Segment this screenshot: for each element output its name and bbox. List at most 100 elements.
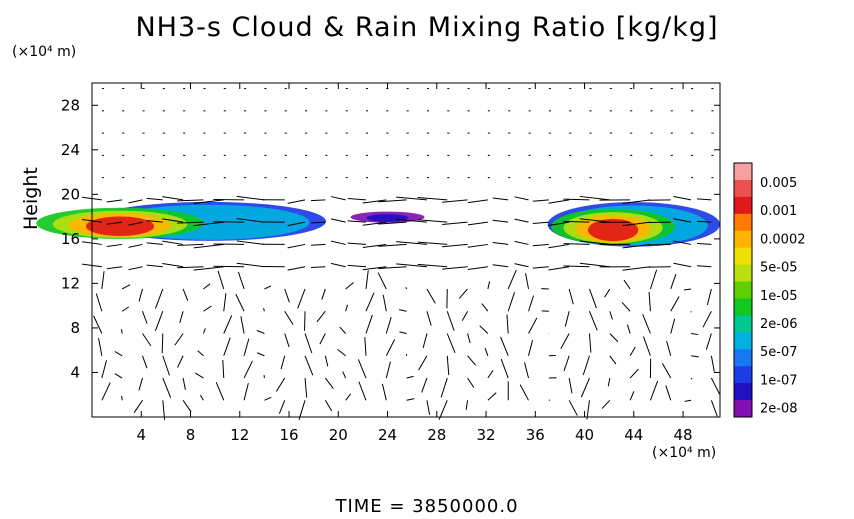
colorbar-segment	[734, 264, 752, 283]
vector-arrow	[609, 355, 617, 365]
vector-arrow	[629, 368, 639, 379]
vector-arrow	[446, 355, 450, 376]
colorbar-label: 1e-05	[760, 289, 798, 304]
vector-arrow	[362, 243, 387, 249]
vector-arrow	[120, 329, 123, 334]
vector-arrow	[532, 221, 549, 225]
vector-arrow	[237, 271, 245, 290]
vector-arrow	[673, 262, 692, 268]
plot-frame	[91, 82, 721, 418]
vector-arrow	[154, 311, 164, 332]
vector-arrow	[442, 243, 468, 248]
vector-arrow	[174, 333, 184, 346]
vector-arrow	[101, 382, 111, 401]
vector-arrow	[579, 195, 610, 201]
vector-arrow	[514, 196, 529, 201]
colorbar-segment	[734, 349, 752, 367]
vector-arrow	[378, 199, 407, 203]
vector-arrow	[673, 218, 692, 223]
vector-arrow	[378, 243, 407, 247]
vector-arrow	[568, 400, 578, 416]
vector-arrow	[442, 221, 468, 226]
colorbar-label: 2e-08	[760, 402, 798, 417]
vector-arrow	[304, 355, 314, 376]
vector-arrow	[324, 377, 334, 389]
vector-arrow	[330, 262, 346, 268]
vector-arrow	[199, 394, 204, 401]
vector-arrow	[406, 375, 414, 379]
vector-arrow	[280, 355, 286, 370]
vector-arrow	[235, 293, 245, 312]
vector-arrow	[492, 242, 509, 245]
vector-arrow	[532, 266, 549, 269]
vector-arrow	[582, 355, 590, 376]
colorbar-segment	[734, 247, 752, 266]
vector-arrow	[236, 218, 265, 223]
vector-arrow	[422, 333, 428, 348]
vector-arrow	[284, 333, 290, 348]
vector-arrow	[311, 199, 326, 202]
vector-arrow	[321, 288, 326, 300]
vector-arrow	[287, 243, 306, 249]
vector-arrow	[465, 400, 469, 410]
vector-arrow	[492, 197, 509, 201]
vector-arrow	[417, 197, 448, 201]
vector-arrow	[548, 266, 570, 271]
vector-arrow	[702, 311, 712, 328]
vector-arrow	[347, 220, 367, 223]
vector-arrow	[604, 288, 611, 298]
vector-arrow	[128, 199, 143, 204]
vector-arrow	[193, 243, 224, 249]
y-tick-label: 4	[70, 363, 80, 381]
vector-arrow	[622, 266, 651, 271]
vector-arrow	[128, 243, 143, 248]
vector-arrow	[138, 377, 143, 391]
vector-arrow	[146, 264, 163, 268]
vector-arrow	[492, 264, 509, 268]
vector-arrow	[396, 218, 427, 223]
vector-arrow	[396, 241, 427, 245]
vector-arrow	[623, 279, 631, 290]
vector-arrow	[417, 219, 448, 223]
vector-arrow	[347, 242, 367, 245]
vector-arrow	[396, 263, 427, 268]
colorbar-segment	[734, 400, 752, 418]
vector-arrow	[98, 337, 103, 356]
vector-arrow	[347, 198, 367, 201]
vector-arrow	[467, 355, 477, 366]
colorbar-label: 5e-07	[760, 345, 798, 360]
vector-arrow	[467, 377, 475, 388]
colorbar-segment	[734, 179, 752, 198]
vector-arrow	[128, 221, 143, 226]
vector-arrow	[311, 266, 326, 268]
vector-arrow	[661, 363, 672, 379]
vector-arrow	[240, 316, 245, 334]
vector-arrow	[524, 362, 530, 379]
vector-arrow	[223, 293, 227, 312]
vector-arrow	[563, 265, 590, 268]
x-tick-label: 20	[329, 426, 348, 444]
vector-arrow	[398, 309, 407, 312]
vector-arrow	[563, 198, 590, 201]
vector-arrow	[217, 270, 225, 290]
vector-arrow	[532, 199, 549, 202]
vector-arrow	[417, 241, 448, 245]
vector-arrow	[278, 400, 286, 414]
x-axis-unit: (×10⁴ m)	[652, 445, 717, 461]
vector-arrow	[177, 243, 204, 246]
vector-arrow	[586, 400, 590, 420]
vector-arrow	[622, 243, 651, 249]
vector-arrow	[101, 271, 105, 290]
vector-arrow	[146, 242, 163, 245]
vector-arrow	[670, 318, 676, 334]
vector-arrow	[601, 399, 611, 409]
vector-arrow	[507, 292, 515, 312]
vector-arrow	[696, 265, 712, 268]
vector-arrow	[193, 266, 224, 271]
vector-arrow	[579, 218, 610, 223]
vector-arrow	[385, 339, 396, 356]
vector-arrow	[426, 288, 436, 304]
cloud-region-2-layer-5	[587, 218, 639, 242]
vector-arrow	[297, 288, 306, 309]
vector-arrow	[710, 355, 715, 372]
